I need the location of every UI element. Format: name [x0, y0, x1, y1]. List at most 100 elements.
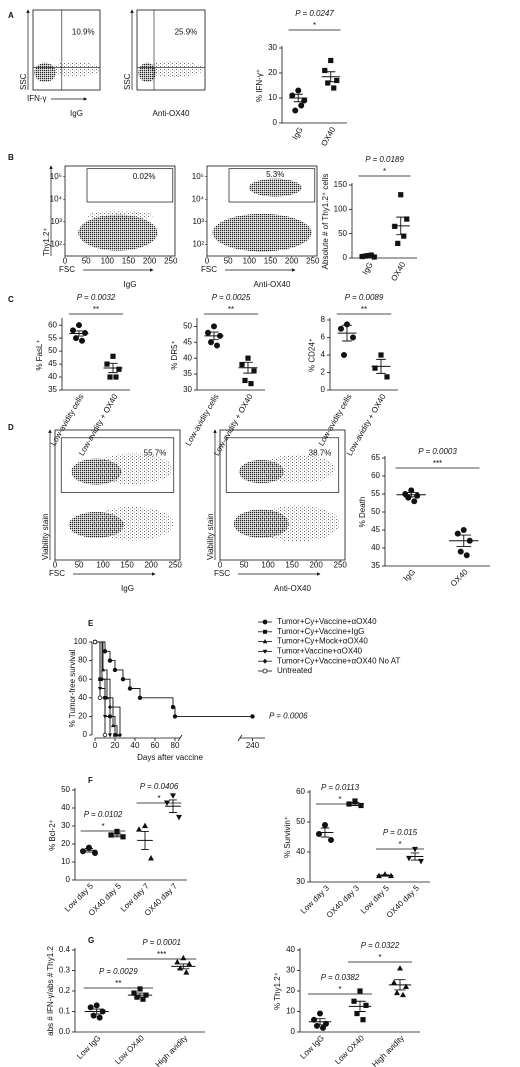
y-tick-label: 30 [286, 966, 295, 975]
x-tick-label: 100 [101, 257, 115, 266]
data-point [301, 97, 308, 104]
panel-label: G [88, 936, 94, 945]
axis-break [237, 734, 243, 742]
legend-label: Tumor+Vaccine+αOX40 [277, 647, 363, 656]
data-point [337, 325, 344, 332]
y-tick-label: 50 [296, 817, 305, 826]
data-point [295, 87, 302, 94]
data-point [405, 494, 412, 501]
panel-label: A [8, 11, 14, 20]
data-point [412, 846, 418, 853]
x-tick-label: 80 [171, 741, 180, 750]
y-tick-label: 50 [183, 321, 192, 330]
y-tick-label: 0.1 [59, 1007, 71, 1016]
survival-point [137, 695, 143, 700]
data-point [406, 855, 412, 862]
y-axis-label: Thy1.2⁺ [42, 227, 51, 256]
error-bar [403, 492, 419, 498]
y-tick-label: 10³ [50, 217, 62, 226]
data-point [391, 979, 397, 985]
p-value: P = 0.0189 [365, 155, 404, 164]
panel-label: D [8, 423, 14, 432]
gate-percentage: 10.9% [72, 28, 95, 37]
data-point [207, 339, 214, 346]
y-tick-label: 10⁵ [192, 172, 204, 181]
x-axis-label: FSC [214, 569, 230, 578]
y-tick-label: 35 [48, 385, 57, 394]
y-tick-label: 0.2 [59, 986, 71, 995]
survival-point [172, 714, 178, 719]
data-point [357, 988, 363, 994]
step-segment [102, 678, 111, 708]
y-tick-label: 0 [83, 730, 88, 739]
axis-break [177, 734, 183, 742]
p-value: P = 0.0025 [212, 293, 251, 302]
legend-marker [262, 639, 268, 644]
y-tick-label: 20 [61, 839, 70, 848]
data-point [142, 822, 148, 829]
survival-point [104, 695, 110, 700]
data-point [371, 254, 377, 260]
y-tick-label: 100 [74, 637, 88, 646]
y-axis-label: % Death [358, 497, 367, 528]
data-point [251, 368, 257, 374]
y-tick-label: 10² [50, 239, 62, 248]
y-tick-label: 10⁴ [50, 194, 63, 203]
event-cloud [212, 213, 312, 252]
legend-marker [262, 668, 268, 674]
survival-point [102, 649, 108, 654]
y-tick-label: 6 [321, 333, 326, 342]
significance-stars: * [313, 21, 316, 30]
data-point [79, 337, 86, 344]
survival-point [120, 677, 126, 682]
data-point [325, 80, 331, 86]
x-tick-label: 50 [82, 257, 91, 266]
event-cloud [255, 505, 340, 542]
x-tick-label: 0 [205, 257, 210, 266]
survival-point [127, 686, 133, 691]
error-bar [354, 1000, 366, 1012]
p-value: P = 0.0406 [140, 782, 179, 791]
gate-percentage: 5.3% [266, 170, 284, 179]
significance-stars: * [398, 840, 401, 849]
significance-stars: ** [361, 305, 367, 314]
p-value: P = 0.0382 [321, 973, 360, 982]
gate-percentage: 0.02% [133, 172, 156, 181]
x-axis-label: FSC [59, 265, 75, 274]
error-bar [243, 361, 253, 374]
p-value: P = 0.0029 [99, 967, 138, 976]
data-point [457, 548, 464, 555]
error-bar [141, 830, 149, 850]
error-bar [177, 963, 190, 970]
gate [60, 437, 175, 493]
data-point [114, 828, 120, 834]
x-tick-label: 0 [93, 741, 98, 750]
y-tick-label: 45 [183, 337, 192, 346]
data-point [321, 822, 328, 829]
plot-frame [32, 9, 101, 91]
legend-marker [262, 619, 268, 625]
plot-frame [219, 429, 346, 561]
y-tick-label: 10⁴ [192, 194, 205, 203]
y-tick-label: 30 [61, 821, 70, 830]
y-tick-label: 50 [338, 229, 347, 238]
error-bar [314, 1018, 326, 1026]
data-point [245, 355, 251, 361]
survival-point [113, 733, 117, 737]
x-tick-label: 100 [96, 561, 110, 570]
legend-marker [262, 658, 268, 664]
data-point [116, 366, 122, 372]
event-cloud [248, 178, 302, 197]
survival-point [112, 667, 118, 673]
p-value: P = 0.0003 [418, 447, 457, 456]
p-value: P = 0.0089 [345, 293, 384, 302]
significance-stars: * [378, 953, 381, 962]
x-tick-label: 50 [224, 257, 233, 266]
significance-stars: ** [93, 305, 99, 314]
y-tick-label: 60 [296, 787, 305, 796]
significance-stars: * [338, 795, 341, 804]
data-point [327, 837, 334, 844]
y-tick-label: 60 [371, 471, 380, 480]
y-tick-label: 40 [78, 693, 87, 702]
y-tick-label: 0.3 [59, 966, 71, 975]
